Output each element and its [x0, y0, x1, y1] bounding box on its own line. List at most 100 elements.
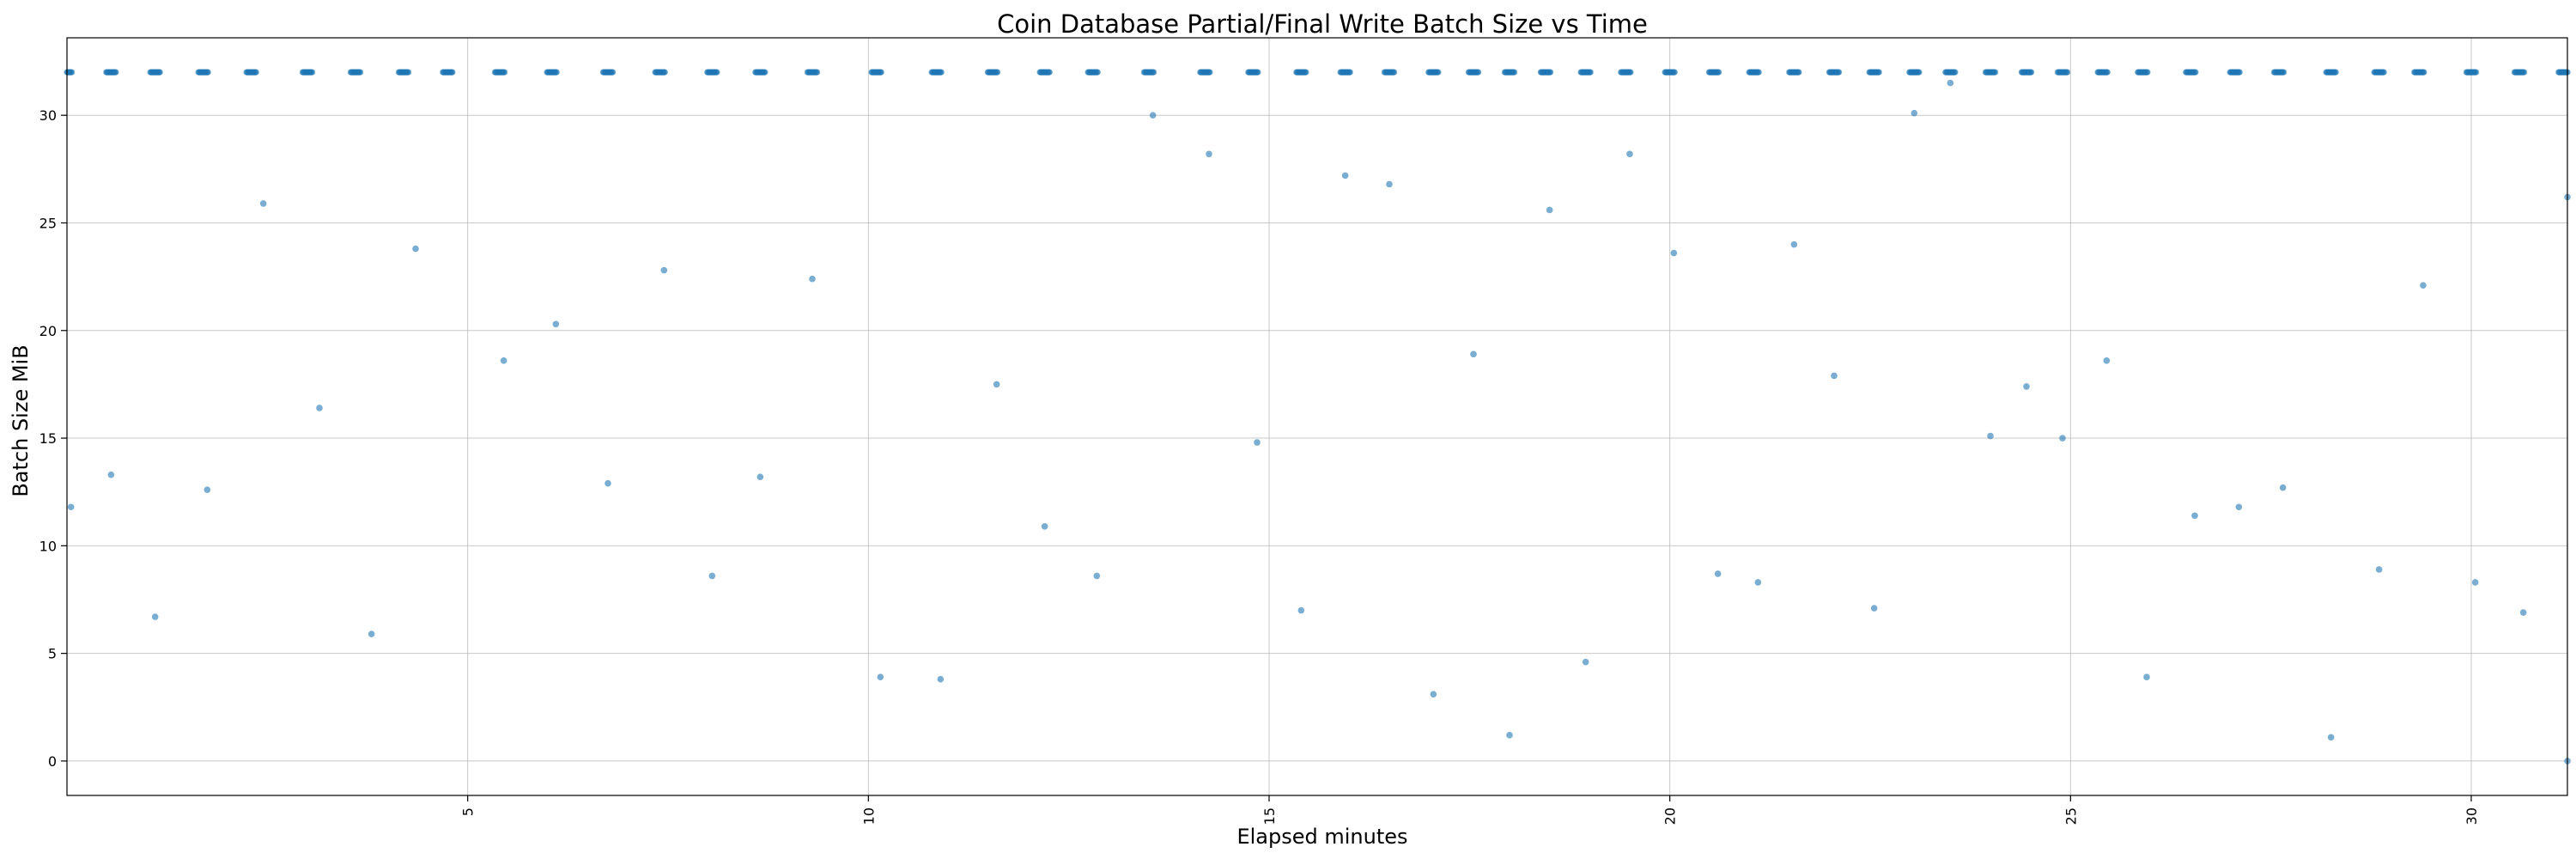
data-point [2420, 282, 2427, 289]
y-tick-label: 15 [39, 430, 57, 447]
data-point [756, 473, 764, 480]
data-point [1831, 372, 1838, 380]
data-point [2519, 609, 2527, 616]
data-point [1297, 606, 1305, 614]
data-point [1206, 150, 1212, 158]
data-point [1790, 241, 1798, 248]
data-point [1716, 69, 1722, 76]
y-axis-label: Batch Size MiB [9, 344, 33, 497]
data-point [937, 675, 945, 683]
data-point [2521, 69, 2528, 76]
data-point [1206, 69, 1213, 76]
data-point [1391, 69, 1398, 76]
x-tick-label: 30 [2464, 807, 2480, 825]
data-point [994, 69, 1001, 76]
y-tick-label: 25 [39, 215, 57, 231]
data-point [553, 69, 560, 76]
data-point [259, 200, 267, 207]
data-point [1714, 570, 1722, 577]
data-point [2279, 484, 2287, 491]
data-point [501, 69, 508, 76]
data-point [2281, 69, 2287, 76]
data-point [2064, 69, 2071, 76]
data-point [1546, 206, 1553, 214]
data-point [1952, 69, 1959, 76]
data-point [938, 69, 945, 76]
data-point [1041, 522, 1048, 530]
data-point [252, 69, 259, 76]
data-point [151, 613, 159, 620]
data-point [1754, 579, 1762, 586]
data-point [1992, 69, 1999, 76]
data-point [1511, 69, 1518, 76]
x-tick-label: 10 [860, 807, 877, 825]
data-point [357, 69, 364, 76]
data-point [1094, 69, 1101, 76]
data-point [2192, 69, 2199, 76]
data-point [2421, 69, 2427, 76]
data-point [1547, 69, 1554, 76]
data-point [1875, 69, 1882, 76]
data-point [1987, 432, 1994, 440]
y-tick-label: 20 [39, 323, 57, 339]
data-point [552, 320, 560, 328]
data-points [64, 69, 2571, 765]
data-point [2144, 69, 2151, 76]
y-tick-label: 5 [48, 646, 57, 662]
data-point [1506, 732, 1513, 739]
data-point [610, 69, 617, 76]
data-point [877, 673, 884, 680]
data-point [156, 69, 163, 76]
data-point [1470, 350, 1477, 358]
data-point [809, 275, 816, 283]
data-point [1435, 69, 1442, 76]
data-point [2380, 69, 2387, 76]
data-point [316, 405, 323, 411]
data-point [2471, 579, 2479, 586]
data-point [1303, 69, 1309, 76]
data-point [2191, 512, 2198, 520]
data-point [2327, 734, 2335, 741]
data-point [993, 381, 1000, 388]
data-point [661, 69, 668, 76]
data-point [1046, 69, 1053, 76]
x-tick-label: 25 [2063, 807, 2079, 825]
data-point [2375, 566, 2383, 573]
data-point [2103, 357, 2111, 364]
grid-lines [67, 38, 2567, 795]
data-point [708, 572, 716, 580]
y-tick-label: 30 [39, 107, 57, 124]
chart-title: Coin Database Partial/Final Write Batch … [997, 9, 1648, 39]
y-axis-ticks: 0 5 10 15 20 25 30 [39, 107, 67, 770]
data-point [2028, 69, 2035, 76]
data-point [1836, 69, 1843, 76]
data-point [309, 69, 316, 76]
data-point [1911, 109, 1918, 117]
data-point [368, 631, 375, 637]
data-point [1255, 69, 1261, 76]
data-point [814, 69, 821, 76]
data-point [1093, 572, 1101, 580]
data-point [1947, 79, 1954, 87]
data-point [405, 69, 412, 76]
data-point [1386, 180, 1393, 188]
x-axis-label: Elapsed minutes [1236, 825, 1407, 849]
data-point [500, 357, 507, 364]
data-point [1587, 69, 1594, 76]
data-point [2332, 69, 2339, 76]
data-point [2235, 503, 2243, 511]
data-point [762, 69, 769, 76]
x-tick-label: 20 [1662, 807, 1679, 825]
y-tick-label: 10 [39, 538, 57, 554]
data-point [107, 471, 115, 478]
data-point [1795, 69, 1802, 76]
data-point [1151, 69, 1157, 76]
data-point [1582, 658, 1589, 666]
x-axis-ticks: 5 10 15 20 25 30 [460, 795, 2480, 825]
y-tick-label: 0 [48, 753, 57, 770]
data-point [2059, 435, 2066, 442]
data-point [1346, 69, 1353, 76]
data-point [1916, 69, 1923, 76]
